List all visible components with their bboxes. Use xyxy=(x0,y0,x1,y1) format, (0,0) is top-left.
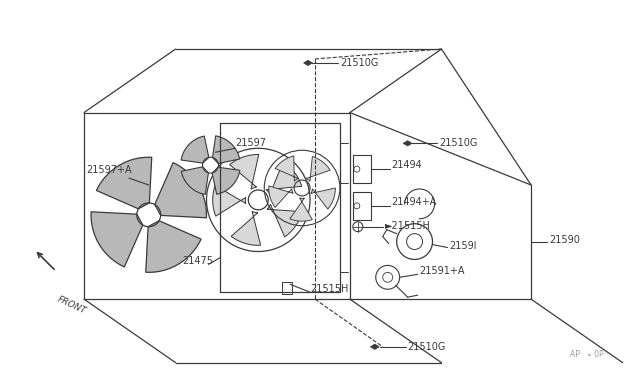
Bar xyxy=(353,192,371,220)
Polygon shape xyxy=(403,141,412,146)
Polygon shape xyxy=(97,157,152,209)
Text: FRONT: FRONT xyxy=(56,294,88,315)
Polygon shape xyxy=(269,186,293,208)
Text: 21510G: 21510G xyxy=(440,138,478,148)
Polygon shape xyxy=(266,162,301,194)
Text: 21510G: 21510G xyxy=(340,58,378,68)
Polygon shape xyxy=(303,60,312,65)
Polygon shape xyxy=(311,188,335,209)
Text: AP·  ∙ 0P··: AP· ∙ 0P·· xyxy=(570,350,609,359)
Text: 21597+A: 21597+A xyxy=(86,165,132,175)
Polygon shape xyxy=(146,221,201,272)
Polygon shape xyxy=(230,154,259,189)
Polygon shape xyxy=(212,167,240,194)
Text: 21597: 21597 xyxy=(236,138,266,148)
Bar xyxy=(353,155,371,183)
Polygon shape xyxy=(371,344,380,349)
Polygon shape xyxy=(212,136,240,164)
Polygon shape xyxy=(91,212,143,267)
Polygon shape xyxy=(290,198,312,221)
Polygon shape xyxy=(267,204,302,237)
Text: 21590: 21590 xyxy=(549,235,580,245)
Bar xyxy=(282,282,292,294)
Text: 21494: 21494 xyxy=(392,160,422,170)
Polygon shape xyxy=(212,185,246,216)
Polygon shape xyxy=(155,163,207,218)
Text: ►21515H: ►21515H xyxy=(385,221,431,231)
Polygon shape xyxy=(306,156,330,181)
Text: 21494+A: 21494+A xyxy=(392,197,437,207)
Text: 21515H: 21515H xyxy=(310,284,348,294)
Polygon shape xyxy=(275,156,298,181)
Polygon shape xyxy=(181,167,209,195)
Text: 21591+A: 21591+A xyxy=(420,266,465,276)
Text: 21475: 21475 xyxy=(182,256,214,266)
Text: 2159l: 2159l xyxy=(449,241,477,251)
Text: 21510G: 21510G xyxy=(408,342,446,352)
Polygon shape xyxy=(181,136,209,163)
Polygon shape xyxy=(231,211,260,245)
